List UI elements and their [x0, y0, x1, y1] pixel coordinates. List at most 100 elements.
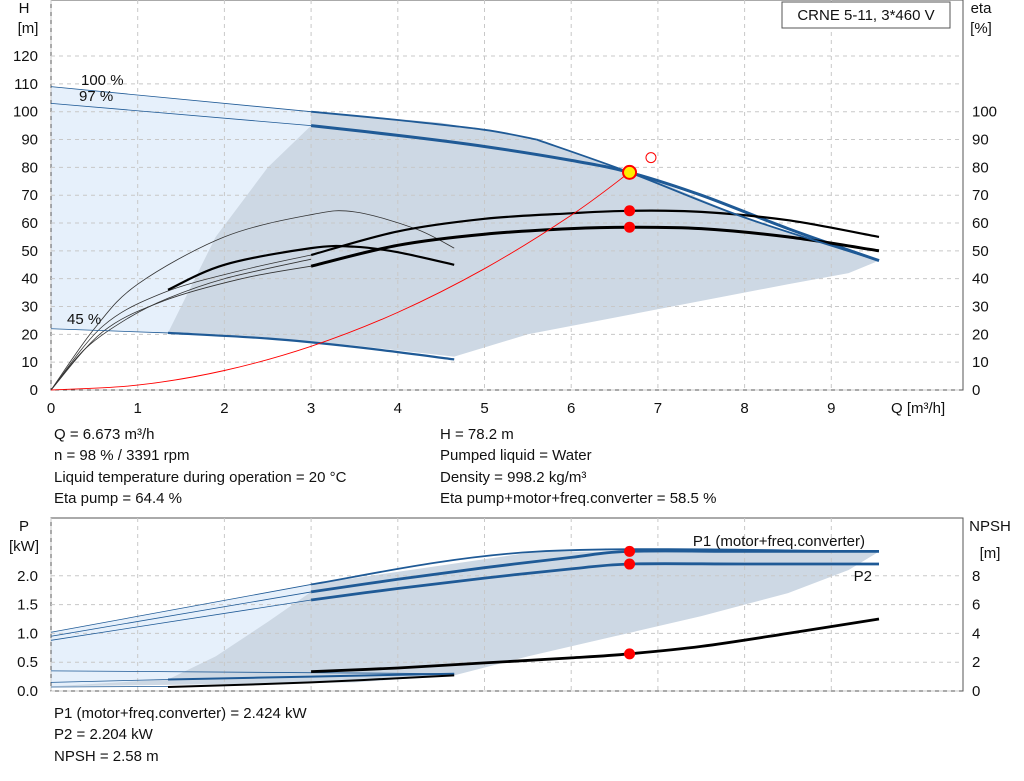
bottom-y-tick-label: 0.0	[17, 683, 38, 700]
top-y2-axis-unit: [%]	[970, 20, 992, 37]
top-y2-tick-label: 10	[972, 354, 989, 371]
curve-npsh	[311, 617, 880, 673]
info-liquid-temperature: Liquid temperature during operation = 20…	[54, 468, 347, 486]
top-x-tick-label: 3	[307, 400, 315, 417]
curve-head-100	[311, 110, 537, 141]
bottom-helper-line	[50, 584, 312, 633]
info-panel-top-right: H = 78.2 m Pumped liquid = Water Density…	[440, 424, 716, 509]
info-head: H = 78.2 m	[440, 426, 514, 443]
series-label-p1: P1 (motor+freq.converter)	[693, 533, 865, 550]
speed-label-97: 97 %	[79, 88, 113, 105]
top-x-tick-label: 6	[567, 400, 575, 417]
info-eta-pump: Eta pump = 64.4 %	[54, 489, 182, 507]
curve-head-97	[310, 124, 880, 263]
eta-point-marker	[624, 221, 636, 233]
top-y-tick-label: 50	[21, 243, 38, 260]
bottom-y-tick-label: 1.0	[17, 625, 38, 642]
helper-line-45	[50, 328, 169, 334]
top-y-tick-label: 70	[21, 187, 38, 204]
bottom-helper-line	[50, 670, 455, 675]
bottom-y-tick-label: 2.0	[17, 568, 38, 585]
helper-line-97	[50, 102, 312, 127]
top-envelope-light-fill	[51, 86, 312, 333]
info-speed: n = 98 % / 3391 rpm	[54, 447, 190, 465]
top-y-tick-label: 20	[21, 326, 38, 343]
top-x-axis-title: Q [m³/h]	[891, 400, 945, 417]
speed-label-45: 45 %	[67, 311, 101, 328]
duty-point-marker	[622, 164, 638, 180]
info-density: Density = 998.2 kg/m³	[440, 468, 587, 486]
bottom-operating-point-marker	[624, 558, 636, 570]
bottom-helper-line	[50, 599, 312, 641]
info-npsh: NPSH = 2.58 m	[54, 747, 159, 765]
top-x-tick-label: 1	[134, 400, 142, 417]
info-p1: P1 (motor+freq.converter) = 2.424 kW	[54, 705, 307, 722]
bottom-y-axis-unit: [kW]	[9, 538, 39, 555]
top-y2-tick-label: 80	[972, 159, 989, 176]
info-pumped-liquid: Pumped liquid = Water	[440, 447, 592, 465]
series-label-p2: P2	[854, 568, 872, 585]
bottom-operating-point-marker	[624, 545, 636, 557]
bottom-helper-line	[50, 685, 169, 688]
top-y2-tick-label: 0	[972, 382, 980, 399]
bottom-y-axis-title: P	[19, 518, 29, 535]
top-y2-tick-label: 30	[972, 299, 989, 316]
bottom-helper-line	[50, 679, 169, 683]
top-x-tick-label: 7	[654, 400, 662, 417]
top-y-tick-label: 110	[14, 76, 38, 93]
eta-point-marker	[624, 205, 636, 217]
top-y-tick-label: 80	[21, 159, 38, 176]
helper-line-100	[50, 86, 312, 113]
top-x-tick-label: 4	[394, 400, 402, 417]
curve-p1	[310, 549, 879, 594]
bottom-y-tick-label: 1.5	[17, 597, 38, 614]
bottom-operating-point-marker	[624, 648, 636, 660]
top-y-axis-title: H	[19, 0, 30, 17]
model-label-box	[781, 1, 951, 29]
top-y2-tick-label: 20	[972, 326, 989, 343]
info-p2: P2 = 2.204 kW	[54, 726, 153, 744]
bottom-y2-axis-unit: [m]	[980, 545, 1001, 562]
top-y-tick-label: 120	[13, 48, 38, 65]
bottom-y2-tick-label: 4	[972, 625, 980, 642]
top-y2-axis-title: eta	[971, 0, 993, 17]
curve-eta-total	[310, 225, 880, 268]
top-y-tick-label: 100	[13, 104, 38, 121]
bottom-envelope-fill	[51, 551, 879, 687]
helper-curve	[50, 210, 455, 391]
curve-eta-pump	[310, 209, 880, 257]
curve-head-45	[167, 331, 455, 361]
bottom-y2-tick-label: 8	[972, 568, 980, 585]
helper-curve	[50, 258, 312, 391]
top-y2-tick-label: 40	[972, 271, 989, 288]
info-panel-bottom: P1 (motor+freq.converter) = 2.424 kW P2 …	[54, 703, 307, 767]
helper-curve	[50, 254, 312, 391]
top-y-tick-label: 60	[21, 215, 38, 232]
bottom-y2-tick-label: 6	[972, 597, 980, 614]
system-curve	[50, 172, 630, 391]
bottom-y2-tick-label: 2	[972, 654, 980, 671]
top-y-tick-label: 90	[21, 132, 38, 149]
speed-label-100: 100 %	[81, 72, 124, 89]
top-y-tick-label: 30	[21, 299, 38, 316]
info-flow: Q = 6.673 m³/h	[54, 426, 155, 443]
bottom-y2-tick-label: 0	[972, 683, 980, 700]
bottom-helper-line	[50, 591, 312, 637]
top-y2-tick-label: 90	[972, 132, 989, 149]
info-eta-total: Eta pump+motor+freq.converter = 58.5 %	[440, 489, 717, 507]
top-y2-tick-label: 50	[972, 243, 989, 260]
bottom-y-tick-label: 0.5	[17, 654, 38, 671]
top-y-tick-label: 10	[21, 354, 38, 371]
top-y2-tick-label: 100	[972, 104, 997, 121]
top-y-tick-label: 40	[21, 271, 38, 288]
info-panel-top-left: Q = 6.673 m³/h n = 98 % / 3391 rpm Liqui…	[54, 424, 346, 509]
top-x-tick-label: 5	[480, 400, 488, 417]
curve-p2	[310, 562, 879, 602]
model-label: CRNE 5-11, 3*460 V	[797, 7, 934, 24]
top-y2-tick-label: 60	[972, 215, 989, 232]
top-y2-tick-label: 70	[972, 187, 989, 204]
bottom-y2-axis-title: NPSH	[969, 518, 1011, 535]
top-x-tick-label: 0	[47, 400, 55, 417]
curve-head-100-tail	[536, 138, 880, 262]
